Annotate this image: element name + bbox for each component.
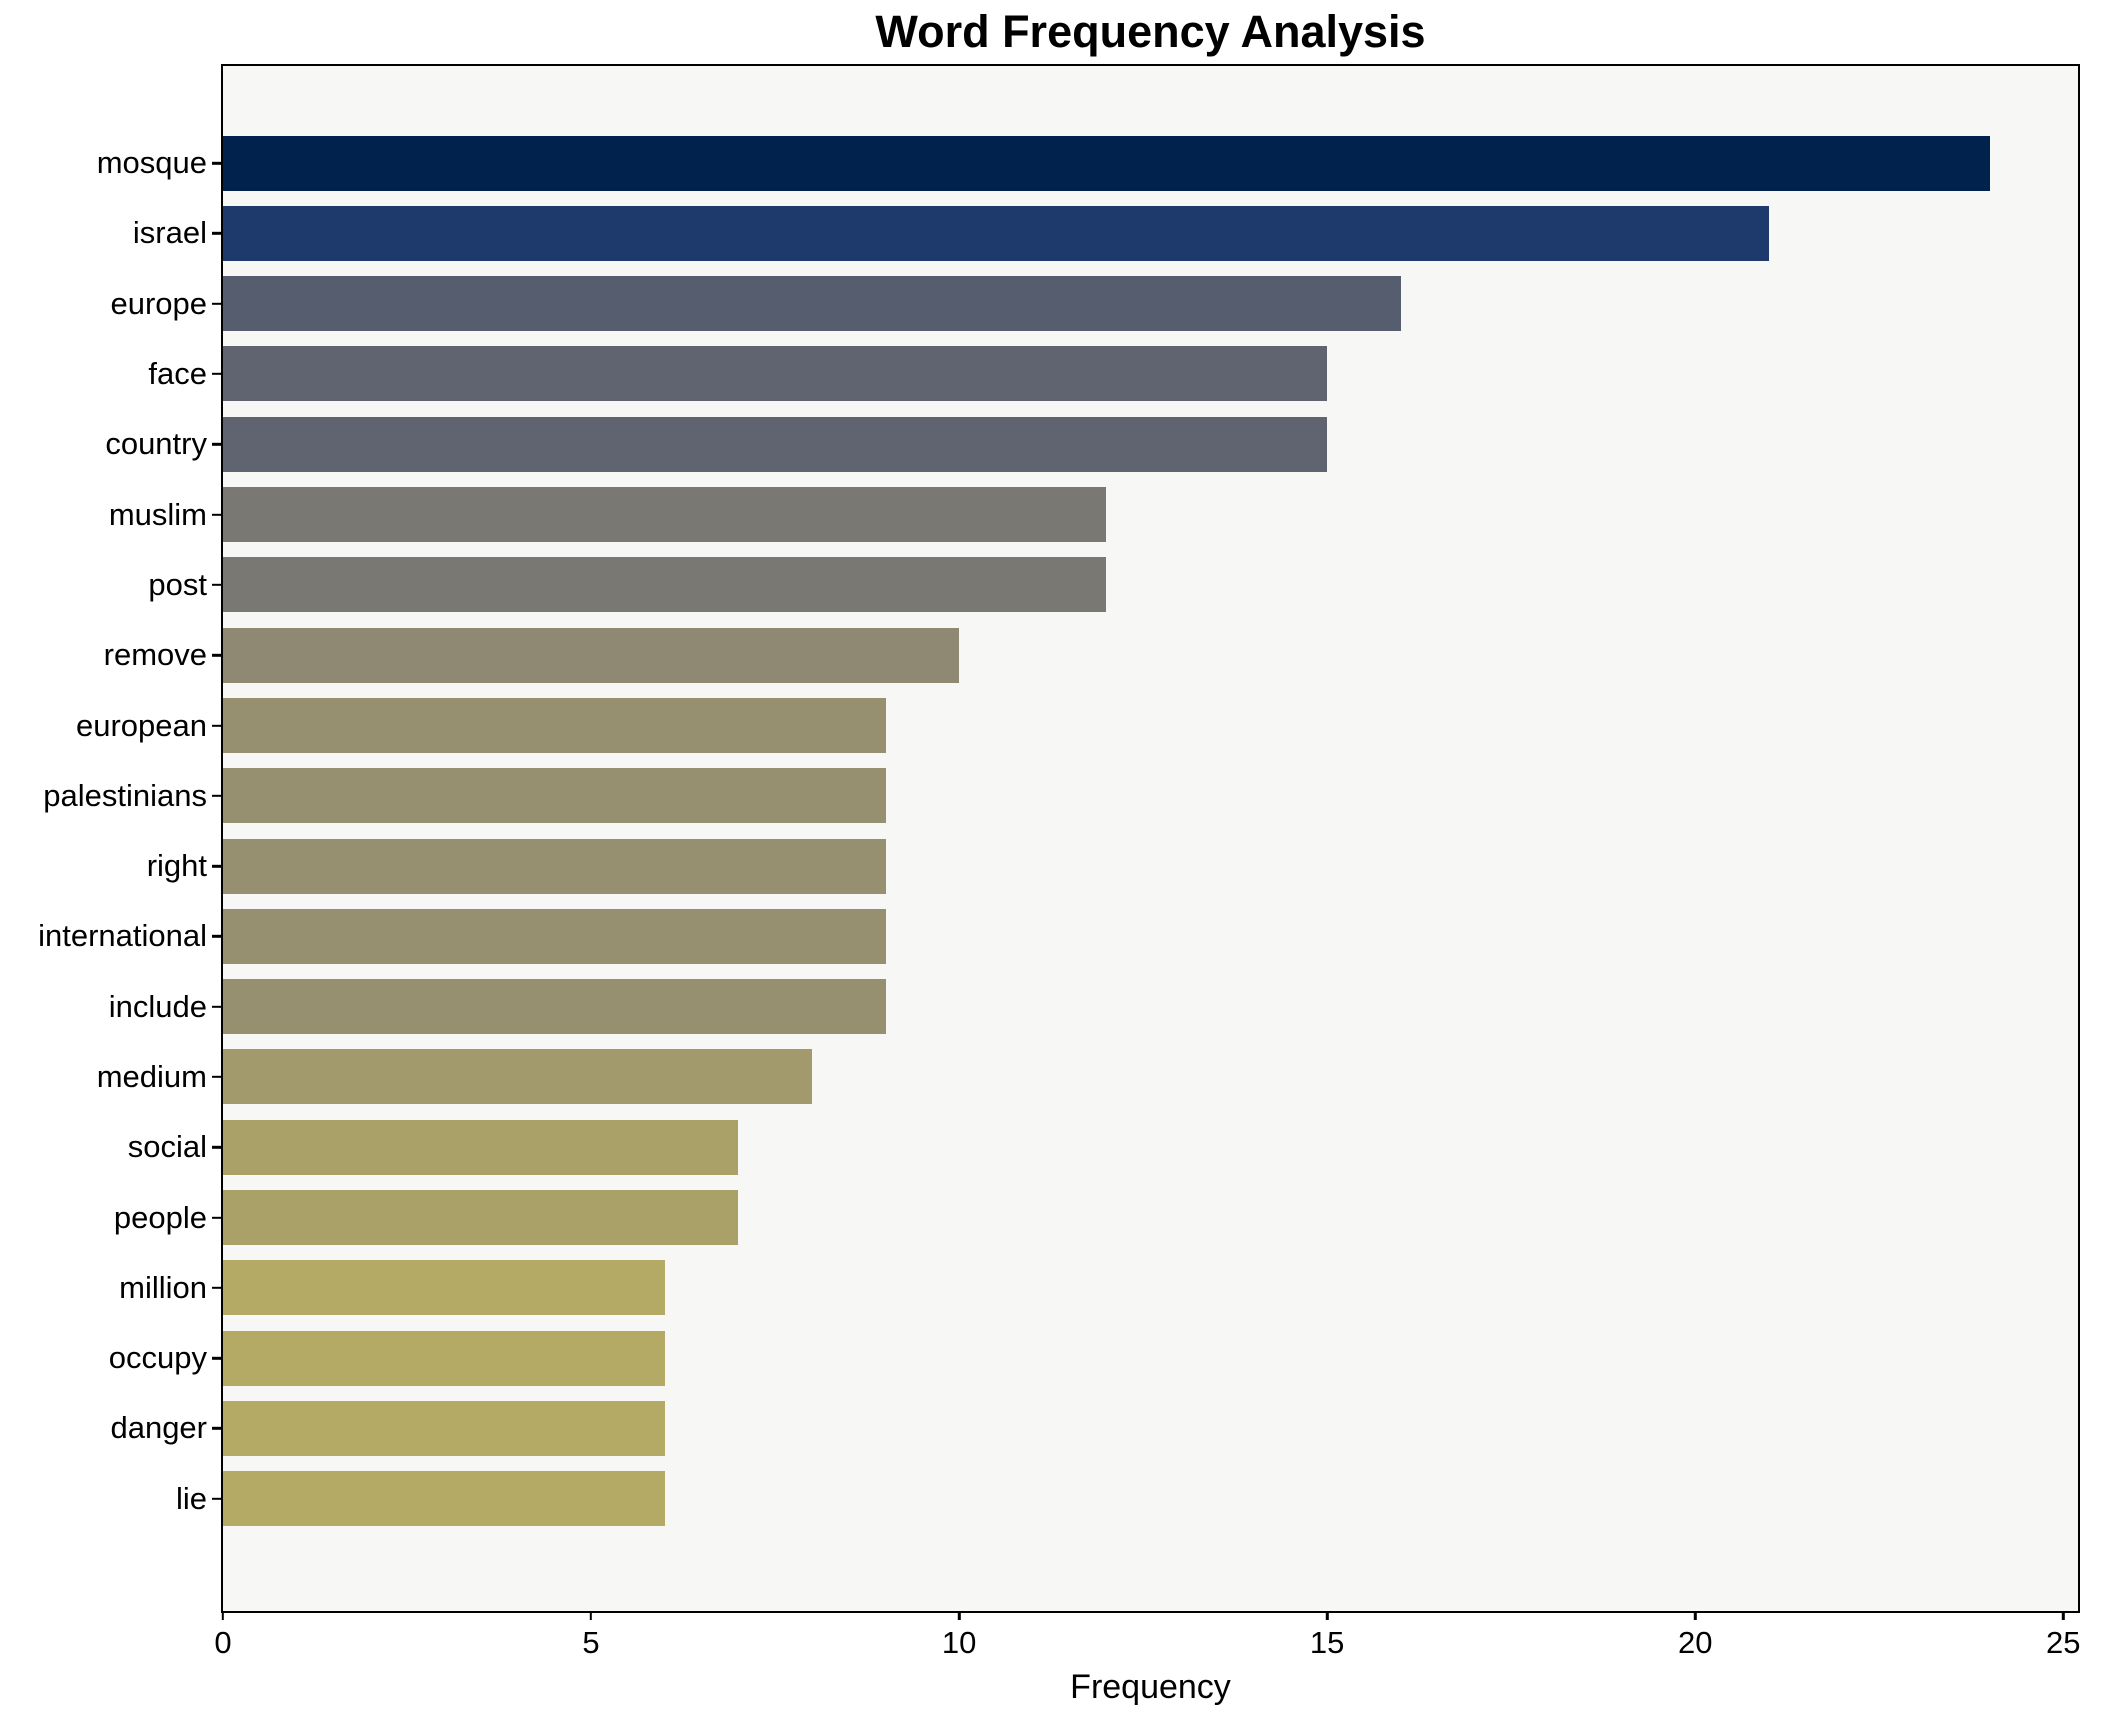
- bar-row-european: european: [76, 690, 2078, 760]
- bar-row-include: include: [109, 972, 2078, 1042]
- y-tick-label-remove: remove: [103, 637, 207, 673]
- y-tick-label-face: face: [148, 356, 207, 392]
- bar-mosque: [223, 135, 1990, 191]
- y-tick-mark: [212, 1427, 221, 1430]
- bar-remove: [223, 627, 960, 683]
- bar-row-mosque: mosque: [97, 128, 2078, 198]
- x-tick-label-0: 0: [214, 1625, 232, 1660]
- bar-million: [223, 1260, 665, 1316]
- y-tick-mark: [212, 1286, 221, 1290]
- bar-face: [223, 346, 1328, 402]
- bar-row-country: country: [105, 409, 2078, 479]
- y-tick-label-mosque: mosque: [96, 145, 207, 181]
- bar-row-europe: europe: [110, 269, 2078, 339]
- x-axis-label: Frequency: [1070, 1668, 1231, 1706]
- bar-row-occupy: occupy: [109, 1323, 2078, 1393]
- y-tick-mark: [212, 372, 221, 376]
- bar-right: [223, 838, 886, 894]
- y-tick-label-post: post: [148, 566, 207, 602]
- bar-row-right: right: [147, 831, 2078, 901]
- y-tick-mark: [212, 935, 221, 938]
- bar-people: [223, 1190, 739, 1246]
- y-tick-mark: [212, 1075, 221, 1079]
- bar-palestinians: [223, 768, 886, 824]
- y-tick-label-include: include: [108, 988, 207, 1024]
- y-tick-mark: [212, 161, 221, 165]
- bar-row-remove: remove: [104, 620, 2078, 690]
- x-tick-label-10: 10: [941, 1625, 977, 1660]
- y-tick-label-right: right: [146, 848, 207, 884]
- x-tick-label-20: 20: [1677, 1625, 1713, 1660]
- y-tick-mark: [212, 864, 221, 868]
- y-tick-mark: [212, 302, 221, 305]
- y-tick-label-palestinians: palestinians: [43, 777, 207, 813]
- bar-row-muslim: muslim: [109, 479, 2078, 549]
- y-tick-mark: [212, 654, 221, 657]
- y-tick-mark: [212, 513, 221, 516]
- bar-medium: [223, 1049, 812, 1105]
- bar-country: [223, 416, 1328, 472]
- bar-row-israel: israel: [133, 198, 2078, 268]
- y-tick-label-million: million: [119, 1269, 207, 1305]
- y-tick-label-people: people: [113, 1199, 207, 1235]
- bar-row-face: face: [148, 339, 2078, 409]
- y-tick-label-lie: lie: [175, 1480, 207, 1516]
- bar-social: [223, 1119, 739, 1175]
- plot-area: mosque israel europe face country muslim post r…: [38, 64, 2081, 1660]
- bars-container: mosque israel europe face country muslim post r…: [38, 128, 2078, 1534]
- bar-include: [223, 979, 886, 1035]
- y-tick-mark: [212, 583, 221, 587]
- x-tick-mark: [1694, 1611, 1697, 1620]
- bar-row-international: international: [38, 901, 2078, 971]
- y-tick-label-danger: danger: [110, 1410, 207, 1446]
- bar-danger: [223, 1400, 665, 1456]
- y-tick-label-occupy: occupy: [108, 1340, 207, 1376]
- y-tick-mark: [212, 1005, 221, 1008]
- bar-row-post: post: [148, 550, 2078, 620]
- y-tick-mark: [212, 1497, 221, 1500]
- y-tick-label-medium: medium: [96, 1059, 207, 1094]
- bar-post: [223, 557, 1107, 613]
- x-tick-mark: [2062, 1611, 2065, 1620]
- bar-row-lie: lie: [176, 1464, 2078, 1534]
- y-tick-mark: [212, 1146, 221, 1149]
- y-tick-mark: [212, 1356, 221, 1360]
- bar-row-palestinians: palestinians: [43, 761, 2078, 831]
- y-tick-label-muslim: muslim: [108, 496, 207, 532]
- bar-lie: [223, 1471, 665, 1527]
- y-tick-label-european: european: [75, 707, 207, 743]
- x-tick-label-25: 25: [2046, 1625, 2081, 1660]
- bar-israel: [223, 205, 1769, 261]
- y-tick-mark: [212, 1216, 221, 1219]
- bar-row-danger: danger: [110, 1393, 2078, 1463]
- bar-row-million: million: [119, 1253, 2078, 1323]
- y-tick-label-israel: israel: [132, 215, 207, 251]
- x-tick-label-15: 15: [1309, 1625, 1345, 1660]
- bar-row-medium: medium: [97, 1042, 2078, 1112]
- bar-muslim: [223, 487, 1107, 543]
- y-tick-label-social: social: [127, 1129, 207, 1165]
- y-tick-mark: [212, 724, 221, 727]
- bar-row-social: social: [128, 1112, 2078, 1182]
- bar-occupy: [223, 1330, 665, 1386]
- chart-title: Word Frequency Analysis: [875, 6, 1426, 57]
- x-tick-mark: [1325, 1611, 1329, 1620]
- y-tick-label-international: international: [38, 918, 207, 954]
- x-tick-label-5: 5: [582, 1625, 600, 1660]
- x-tick-mark: [221, 1611, 225, 1620]
- y-tick-mark: [212, 443, 221, 446]
- x-tick-mark: [957, 1611, 961, 1620]
- y-tick-label-europe: europe: [110, 285, 207, 321]
- y-tick-mark: [212, 232, 221, 235]
- bar-european: [223, 697, 886, 753]
- bar-international: [223, 908, 886, 964]
- bar-europe: [223, 276, 1401, 332]
- y-tick-mark: [212, 794, 221, 798]
- x-tick-mark: [589, 1611, 593, 1620]
- bar-row-people: people: [114, 1182, 2078, 1252]
- y-tick-label-country: country: [105, 426, 207, 462]
